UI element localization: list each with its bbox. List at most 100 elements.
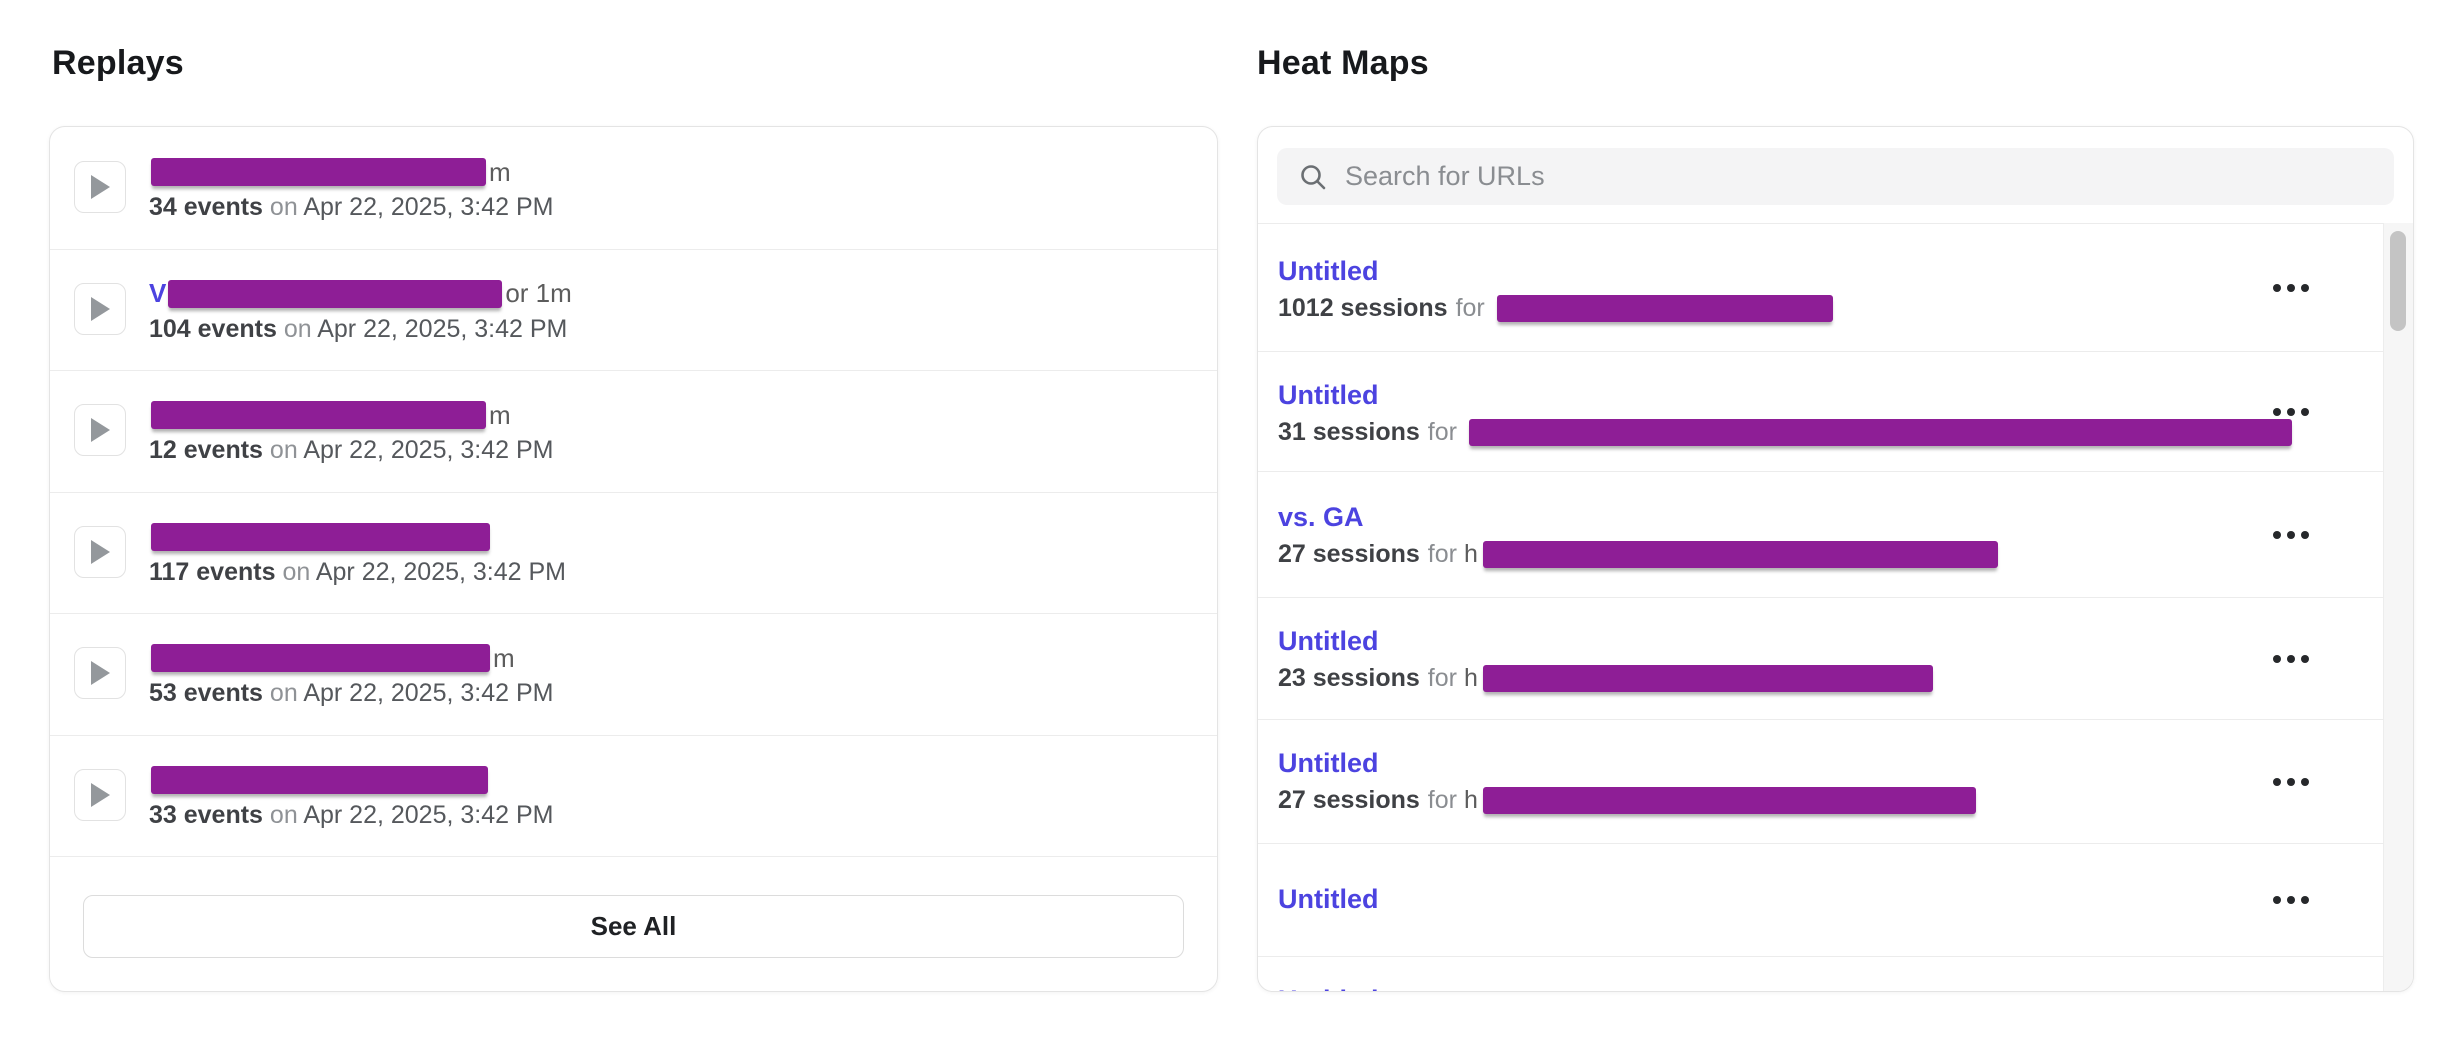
more-options-button[interactable] [2273, 844, 2309, 956]
more-options-button[interactable] [2273, 352, 2309, 471]
for-label: for [1427, 786, 1457, 814]
heatmap-subtitle: 23 sessions for h [1278, 664, 1933, 693]
replay-title-link[interactable] [149, 520, 493, 554]
heatmap-row: Untitled 1012 sessions for [1258, 224, 2383, 352]
events-count: 53 events [149, 679, 263, 707]
visit-duration-fragment: m [489, 399, 511, 430]
ellipsis-icon [2273, 283, 2281, 292]
scrollbar-thumb[interactable] [2390, 231, 2406, 331]
replay-title-link[interactable]: m [149, 398, 511, 432]
replay-title-link[interactable]: m [149, 641, 515, 675]
replays-heading: Replays [52, 44, 184, 82]
play-button[interactable] [74, 404, 126, 456]
events-count: 12 events [149, 436, 263, 464]
events-count: 104 events [149, 314, 277, 343]
replay-row: 117 events on Apr 22, 2025, 3:42 PM [50, 492, 1217, 614]
replay-row: 33 events on Apr 22, 2025, 3:42 PM [50, 735, 1217, 857]
redaction-bar [151, 644, 490, 672]
heatmap-title-link[interactable]: Untitled [1278, 380, 1379, 410]
visit-duration-fragment: or 1m [505, 278, 572, 308]
play-icon [91, 661, 110, 685]
more-options-button[interactable] [2273, 598, 2309, 719]
for-label: for [1427, 418, 1457, 446]
heatmap-title-link[interactable]: Untitled [1278, 884, 1379, 914]
ellipsis-icon [2273, 407, 2281, 416]
visit-duration-fragment: m [493, 642, 515, 673]
heatmap-title-link[interactable]: Untitled [1278, 626, 1379, 656]
events-count: 34 events [149, 193, 263, 221]
more-options-button[interactable] [2273, 224, 2309, 351]
replay-meta: 104 events on Apr 22, 2025, 3:42 PM [149, 315, 567, 344]
heatmap-row: Untitled 31 sessions for [1258, 352, 2383, 472]
for-label: for [1455, 294, 1485, 322]
heatmaps-list: Untitled 1012 sessions for Untitled 31 s… [1258, 223, 2384, 991]
replay-title-link[interactable] [149, 763, 491, 797]
url-fragment: h [1463, 786, 1478, 814]
heatmap-row: vs. GA 27 sessions for h [1258, 472, 2383, 598]
sessions-count: 27 sessions [1278, 786, 1420, 814]
redaction-bar [151, 158, 486, 186]
redaction-bar [1482, 665, 1933, 692]
more-options-button[interactable] [2273, 472, 2309, 597]
more-options-button[interactable] [2273, 720, 2309, 843]
ellipsis-icon [2273, 530, 2281, 539]
replay-meta: 117 events on Apr 22, 2025, 3:42 PM [149, 558, 566, 587]
heatmap-title-link[interactable]: vs. GA [1278, 502, 1364, 532]
search-icon [1301, 164, 1326, 189]
ellipsis-icon [2273, 896, 2281, 904]
redaction-bar [1496, 295, 1833, 322]
scrollbar-track [2383, 223, 2413, 991]
replay-title-link[interactable]: m [149, 155, 511, 189]
redaction-bar [1482, 541, 1998, 568]
on-label: on [269, 800, 298, 829]
replay-date: Apr 22, 2025, 3:42 PM [303, 193, 554, 221]
ellipsis-icon [2273, 777, 2281, 786]
replays-card: m 34 events on Apr 22, 2025, 3:42 PM V o… [49, 126, 1218, 992]
heatmap-row-partial: Untitled [1258, 957, 2383, 991]
replay-date: Apr 22, 2025, 3:42 PM [303, 800, 554, 829]
on-label: on [282, 557, 311, 586]
events-count: 117 events [149, 557, 276, 586]
heatmap-title-link[interactable]: Untitled [1278, 985, 1379, 991]
redaction-bar [151, 522, 490, 551]
sessions-count: 31 sessions [1278, 418, 1420, 446]
heatmaps-heading: Heat Maps [1257, 44, 1429, 82]
heatmap-row: Untitled 23 sessions for h [1258, 598, 2383, 720]
replay-title-link[interactable]: V or 1m [149, 277, 572, 311]
heatmap-row: Untitled 27 sessions for h [1258, 720, 2383, 844]
replay-date: Apr 22, 2025, 3:42 PM [315, 557, 567, 586]
sessions-count: 1012 sessions [1278, 294, 1448, 322]
heatmap-subtitle: 27 sessions for h [1278, 786, 1976, 815]
heatmap-title-link[interactable]: Untitled [1278, 256, 1379, 286]
heatmaps-card: Untitled 1012 sessions for Untitled 31 s… [1257, 126, 2414, 992]
play-button[interactable] [74, 282, 126, 335]
sessions-count: 23 sessions [1278, 664, 1420, 692]
play-icon [91, 296, 110, 321]
redaction-bar [1468, 419, 2292, 446]
play-button[interactable] [74, 768, 126, 821]
for-label: for [1427, 540, 1457, 568]
redaction-bar [151, 401, 486, 429]
play-button[interactable] [74, 525, 126, 578]
replay-row: V or 1m 104 events on Apr 22, 2025, 3:42… [50, 249, 1217, 371]
play-icon [91, 539, 110, 564]
play-icon [91, 782, 110, 807]
heatmap-subtitle: 31 sessions for [1278, 418, 2292, 447]
replay-row: m 53 events on Apr 22, 2025, 3:42 PM [50, 613, 1217, 736]
see-all-button[interactable]: See All [83, 895, 1184, 958]
replay-meta: 34 events on Apr 22, 2025, 3:42 PM [149, 193, 553, 222]
on-label: on [283, 314, 312, 343]
play-button[interactable] [74, 647, 126, 699]
heatmap-subtitle: 1012 sessions for [1278, 294, 1833, 323]
heatmap-title-link[interactable]: Untitled [1278, 748, 1379, 778]
heatmap-row: Untitled [1258, 844, 2383, 957]
for-label: for [1427, 664, 1457, 692]
on-label: on [269, 679, 298, 707]
search-input[interactable] [1343, 160, 2394, 193]
sessions-count: 27 sessions [1278, 540, 1420, 568]
play-button[interactable] [74, 161, 126, 213]
visitor-name-fragment: V [149, 278, 167, 308]
on-label: on [269, 193, 298, 221]
url-search-bar [1277, 148, 2394, 205]
visit-duration-fragment: m [489, 156, 511, 187]
